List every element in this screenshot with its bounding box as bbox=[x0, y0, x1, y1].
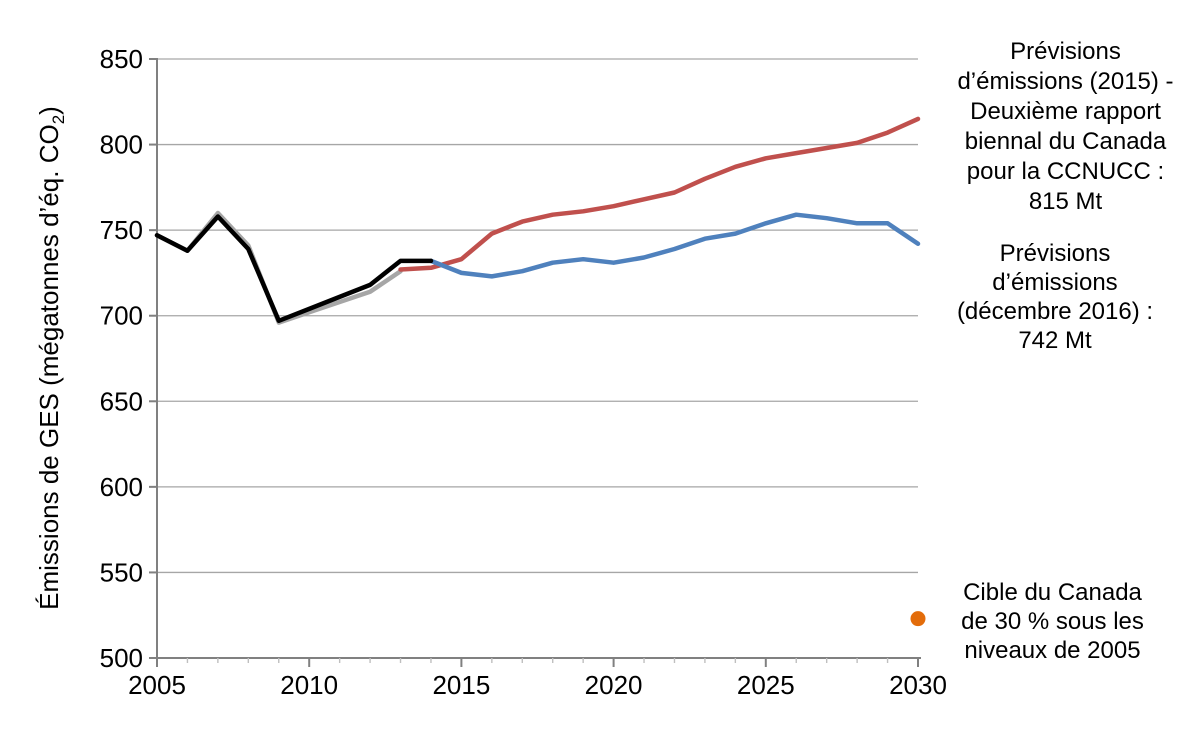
annotation-line: biennal du Canada bbox=[964, 128, 1167, 155]
annotation-line: Prévisions bbox=[999, 240, 1111, 267]
series-previsions-emissions-2015-br2 bbox=[398, 116, 921, 272]
x-tick-label: 2020 bbox=[585, 670, 643, 700]
y-tick-label: 700 bbox=[100, 301, 143, 331]
series-previsions-emissions-decembre-2016 bbox=[428, 212, 921, 279]
y-tick-label: 750 bbox=[100, 215, 143, 245]
y-tick-label: 600 bbox=[100, 472, 143, 502]
y-tick-label: 800 bbox=[100, 130, 143, 160]
y-axis-title-text: Émissions de GES (mégatonnes d’éq. CO bbox=[34, 124, 64, 610]
series-emissions-historiques bbox=[154, 214, 434, 324]
y-axis-title: Émissions de GES (mégatonnes d’éq. CO2) bbox=[34, 48, 70, 668]
y-axis-title-subscript: 2 bbox=[49, 114, 68, 125]
y-tick-label: 650 bbox=[100, 386, 143, 416]
annotation-projection-2016: Prévisions d’émissions (décembre 2016) :… bbox=[930, 239, 1180, 355]
annotation-line: (décembre 2016) : bbox=[956, 298, 1154, 325]
annotation-line: 815 Mt bbox=[1028, 188, 1103, 215]
y-tick-label: 850 bbox=[100, 44, 143, 74]
annotation-line: Deuxième rapport bbox=[970, 98, 1161, 125]
annotation-line: Prévisions bbox=[1010, 38, 1121, 65]
annotation-line: d’émissions bbox=[992, 269, 1118, 296]
annotation-line: 742 Mt bbox=[1018, 327, 1092, 354]
x-tick-label: 2030 bbox=[889, 670, 947, 700]
x-tick-label: 2010 bbox=[280, 670, 338, 700]
y-tick-label: 500 bbox=[100, 643, 143, 673]
target-point-marker bbox=[910, 611, 926, 627]
annotation-line: Cible du Canada bbox=[963, 579, 1142, 606]
annotation-projection-2015: Prévisions d’émissions (2015) - Deuxième… bbox=[939, 37, 1192, 217]
x-tick-label: 2005 bbox=[128, 670, 186, 700]
y-tick-label: 550 bbox=[100, 557, 143, 587]
y-axis-title-close: ) bbox=[34, 106, 64, 115]
annotation-line: de 30 % sous les bbox=[961, 608, 1144, 635]
annotation-line: pour la CCNUCC : bbox=[966, 158, 1165, 185]
annotation-line: niveaux de 2005 bbox=[964, 637, 1141, 664]
x-tick-label: 2015 bbox=[432, 670, 490, 700]
series-historique-inventaire-precedent bbox=[154, 210, 403, 325]
annotation-canada-target: Cible du Canada de 30 % sous les niveaux… bbox=[930, 578, 1175, 665]
x-tick-label: 2025 bbox=[737, 670, 795, 700]
annotation-line: d’émissions (2015) - bbox=[957, 68, 1174, 95]
